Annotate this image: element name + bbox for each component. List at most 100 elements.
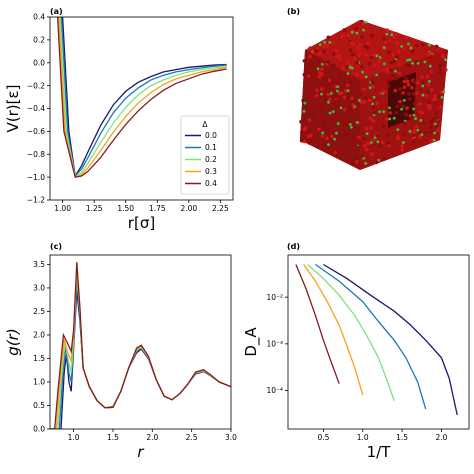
particle-a bbox=[398, 87, 403, 91]
particle-a bbox=[317, 127, 321, 132]
panel-a-ytick-label: −0.6 bbox=[27, 127, 45, 136]
particle-a bbox=[322, 44, 326, 49]
particle-a bbox=[400, 144, 405, 148]
particle-a bbox=[386, 141, 391, 145]
panel-a-xtick-label: 2.00 bbox=[180, 204, 197, 213]
particle-b bbox=[331, 110, 335, 113]
panel-d-ylabel: D_A bbox=[242, 327, 261, 357]
particle-a bbox=[327, 97, 332, 101]
particle-a bbox=[403, 112, 408, 117]
legend-entry-0: 0.0 bbox=[205, 131, 217, 140]
particle-b bbox=[348, 65, 352, 69]
particle-a bbox=[303, 126, 308, 130]
particle-a bbox=[366, 141, 371, 146]
panel-c-ytick-label: 3.5 bbox=[33, 260, 45, 269]
particle-a bbox=[350, 96, 354, 100]
particle-b bbox=[444, 58, 447, 62]
particle-b bbox=[378, 110, 381, 114]
particle-a bbox=[432, 97, 437, 102]
particle-a bbox=[388, 68, 393, 72]
particle-a bbox=[319, 105, 324, 109]
particle-a bbox=[401, 132, 406, 137]
panel-a-xtick-label: 1.50 bbox=[117, 204, 134, 213]
particle-a bbox=[305, 71, 310, 75]
particle-a bbox=[356, 47, 361, 51]
panel-d-frame bbox=[287, 254, 470, 430]
particle-b bbox=[328, 41, 332, 44]
particle-b bbox=[355, 121, 359, 124]
panel-c-ytick-label: 1.0 bbox=[33, 378, 45, 387]
particle-a bbox=[387, 144, 392, 148]
particle-dots bbox=[299, 19, 448, 166]
panel-a-series-0-line bbox=[61, 17, 227, 178]
particle-a bbox=[402, 85, 407, 89]
particle-a bbox=[371, 138, 375, 142]
particle-a bbox=[305, 80, 309, 84]
particle-a bbox=[377, 144, 382, 149]
particle-b bbox=[428, 64, 432, 68]
particle-b bbox=[346, 72, 350, 75]
particle-a bbox=[411, 92, 416, 96]
particle-a bbox=[355, 72, 360, 77]
particle-a bbox=[404, 36, 409, 40]
particle-a bbox=[419, 87, 423, 91]
particle-b bbox=[303, 101, 307, 105]
particle-a bbox=[323, 142, 327, 147]
particle-a bbox=[428, 130, 433, 134]
particle-b bbox=[372, 95, 376, 99]
particle-b bbox=[376, 140, 380, 144]
particle-b bbox=[394, 69, 397, 73]
panel-a-ytick-label: 0.2 bbox=[33, 36, 45, 45]
particle-b bbox=[378, 56, 382, 59]
particle-b bbox=[421, 93, 425, 97]
particle-b bbox=[336, 122, 340, 125]
particle-b bbox=[364, 20, 367, 24]
particle-a bbox=[429, 139, 434, 143]
particle-a bbox=[402, 74, 407, 78]
panel-d-ytick-label: 10⁻² bbox=[266, 293, 283, 302]
particle-a bbox=[382, 157, 387, 161]
particle-a bbox=[355, 60, 359, 65]
particle-a bbox=[395, 41, 400, 45]
particle-a bbox=[364, 53, 368, 57]
particle-a bbox=[343, 131, 347, 136]
particle-a bbox=[367, 41, 371, 46]
particle-a bbox=[398, 62, 402, 67]
particle-a bbox=[325, 43, 329, 48]
particle-b bbox=[375, 73, 379, 77]
particle-a bbox=[333, 150, 338, 155]
panel-c-xtick-label: 2.0 bbox=[146, 433, 158, 442]
particle-b bbox=[419, 119, 423, 122]
particle-a bbox=[299, 138, 304, 143]
particle-a bbox=[402, 121, 407, 125]
particle-b bbox=[400, 107, 403, 111]
particle-a bbox=[369, 152, 374, 157]
particle-b bbox=[336, 85, 340, 89]
particle-b bbox=[349, 123, 352, 126]
particle-a bbox=[372, 110, 377, 115]
panel-a-ytick-label: −1.0 bbox=[27, 173, 45, 182]
particle-b bbox=[350, 125, 353, 129]
panel-a-ytick-label: −1.2 bbox=[27, 196, 45, 205]
particle-a bbox=[314, 93, 319, 98]
particle-a bbox=[364, 126, 369, 131]
particle-a bbox=[444, 68, 448, 72]
panel-c-label: (c) bbox=[50, 242, 62, 251]
cube-top-face bbox=[305, 20, 448, 80]
particle-b bbox=[409, 46, 413, 50]
particle-a bbox=[335, 135, 340, 139]
particle-a bbox=[401, 47, 406, 52]
panel-a-ytick-label: −0.2 bbox=[27, 81, 45, 90]
particle-b bbox=[329, 92, 333, 95]
particle-a bbox=[307, 129, 311, 133]
particle-a bbox=[334, 95, 338, 99]
legend-entry-4: 0.4 bbox=[205, 179, 217, 188]
panel-d-series-2-line bbox=[307, 264, 395, 402]
particle-a bbox=[312, 65, 317, 70]
panel-c-ytick-label: 0.5 bbox=[33, 401, 45, 410]
particle-a bbox=[332, 63, 336, 67]
particle-a bbox=[316, 59, 321, 64]
particle-a bbox=[434, 124, 439, 129]
particle-a bbox=[425, 94, 429, 98]
